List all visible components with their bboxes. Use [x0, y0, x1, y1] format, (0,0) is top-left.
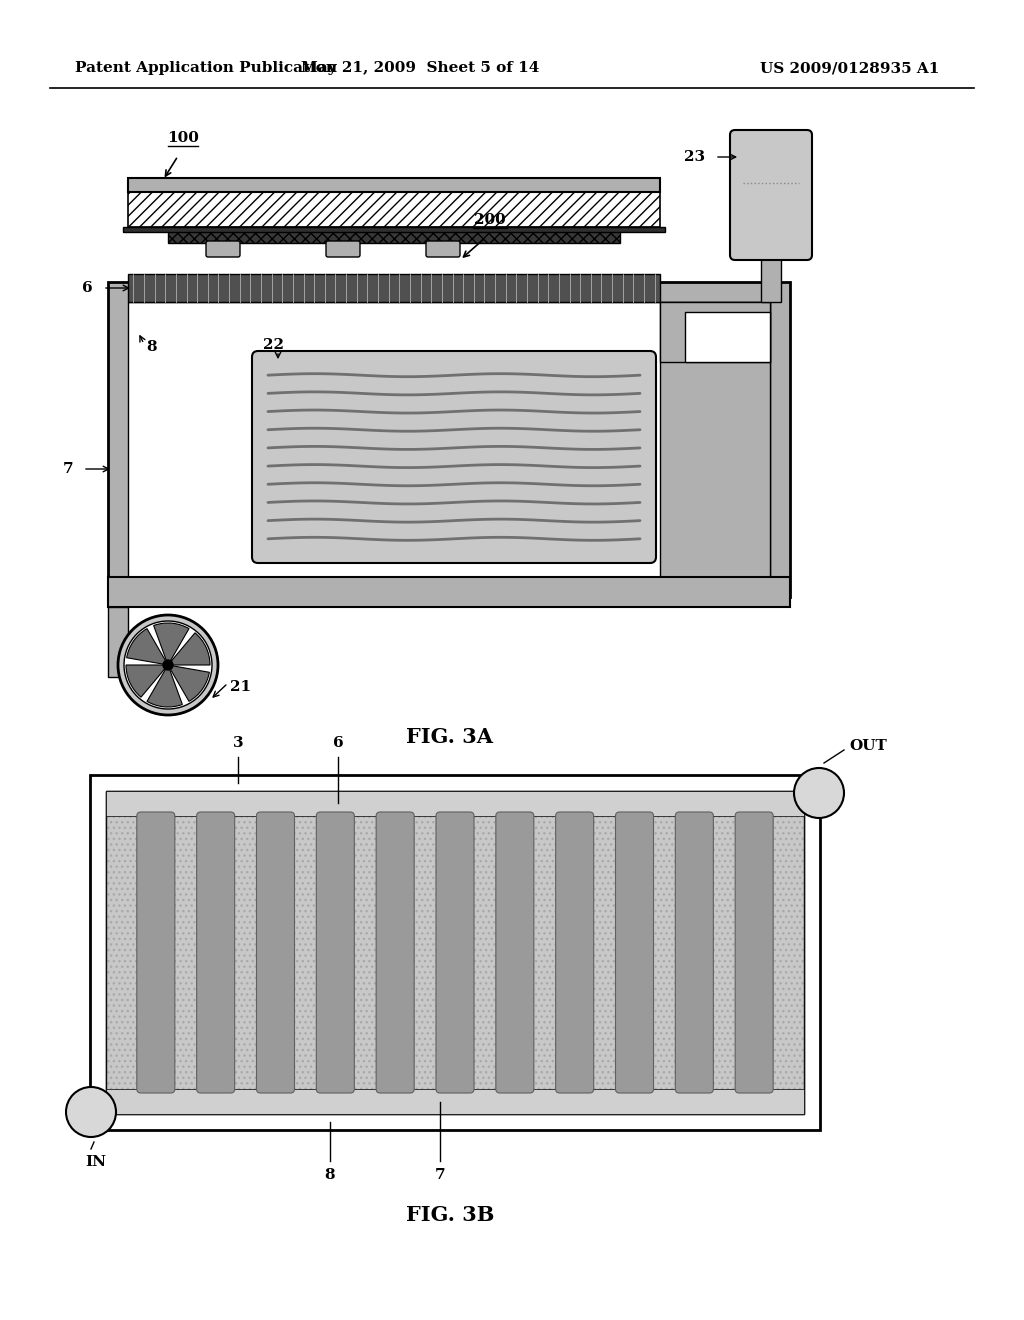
Wedge shape — [154, 623, 189, 665]
FancyBboxPatch shape — [206, 242, 240, 257]
Wedge shape — [168, 632, 210, 665]
Text: May 21, 2009  Sheet 5 of 14: May 21, 2009 Sheet 5 of 14 — [301, 61, 540, 75]
FancyBboxPatch shape — [735, 812, 773, 1093]
Text: OUT: OUT — [849, 739, 887, 752]
Bar — [761, 255, 781, 302]
FancyBboxPatch shape — [426, 242, 460, 257]
Bar — [106, 1089, 804, 1114]
Text: 8: 8 — [325, 1168, 335, 1181]
Text: 22: 22 — [263, 338, 284, 352]
Bar — [108, 282, 790, 597]
Wedge shape — [147, 665, 182, 708]
Bar — [685, 312, 770, 362]
Circle shape — [66, 1086, 116, 1137]
Circle shape — [124, 620, 212, 709]
FancyBboxPatch shape — [326, 242, 360, 257]
Text: Patent Application Publication: Patent Application Publication — [75, 61, 337, 75]
Text: 21: 21 — [230, 680, 251, 694]
Bar — [128, 302, 770, 577]
Bar — [128, 178, 660, 191]
Bar — [128, 191, 660, 227]
Circle shape — [118, 615, 218, 715]
Text: 6: 6 — [333, 737, 343, 750]
Circle shape — [163, 660, 173, 671]
Text: 200: 200 — [474, 213, 506, 227]
Bar — [90, 775, 820, 1130]
Wedge shape — [126, 665, 168, 697]
Text: IN: IN — [85, 1155, 106, 1170]
FancyBboxPatch shape — [252, 351, 656, 564]
Wedge shape — [127, 628, 168, 665]
FancyBboxPatch shape — [256, 812, 295, 1093]
FancyBboxPatch shape — [316, 812, 354, 1093]
Text: FIG. 3B: FIG. 3B — [406, 1205, 495, 1225]
Text: 7: 7 — [434, 1168, 445, 1181]
Bar — [660, 302, 770, 577]
FancyBboxPatch shape — [730, 129, 812, 260]
Bar — [168, 227, 620, 243]
Bar — [106, 791, 804, 1114]
Text: US 2009/0128935 A1: US 2009/0128935 A1 — [760, 61, 939, 75]
Bar — [123, 227, 665, 232]
Text: 7: 7 — [62, 462, 73, 477]
Text: 3: 3 — [232, 737, 244, 750]
FancyBboxPatch shape — [676, 812, 714, 1093]
FancyBboxPatch shape — [137, 812, 175, 1093]
FancyBboxPatch shape — [615, 812, 653, 1093]
FancyBboxPatch shape — [556, 812, 594, 1093]
Bar — [106, 791, 804, 1114]
Bar — [128, 275, 660, 302]
Text: 100: 100 — [167, 131, 199, 145]
Bar — [108, 607, 128, 677]
FancyBboxPatch shape — [496, 812, 534, 1093]
Text: 6: 6 — [82, 281, 93, 294]
FancyBboxPatch shape — [436, 812, 474, 1093]
Bar — [106, 791, 804, 816]
Bar — [660, 302, 770, 362]
Text: 23: 23 — [684, 150, 705, 164]
Text: FIG. 3A: FIG. 3A — [407, 727, 494, 747]
FancyBboxPatch shape — [197, 812, 234, 1093]
Text: 8: 8 — [146, 341, 157, 354]
FancyBboxPatch shape — [376, 812, 414, 1093]
Circle shape — [794, 768, 844, 818]
Bar — [108, 577, 790, 607]
Wedge shape — [168, 665, 209, 701]
